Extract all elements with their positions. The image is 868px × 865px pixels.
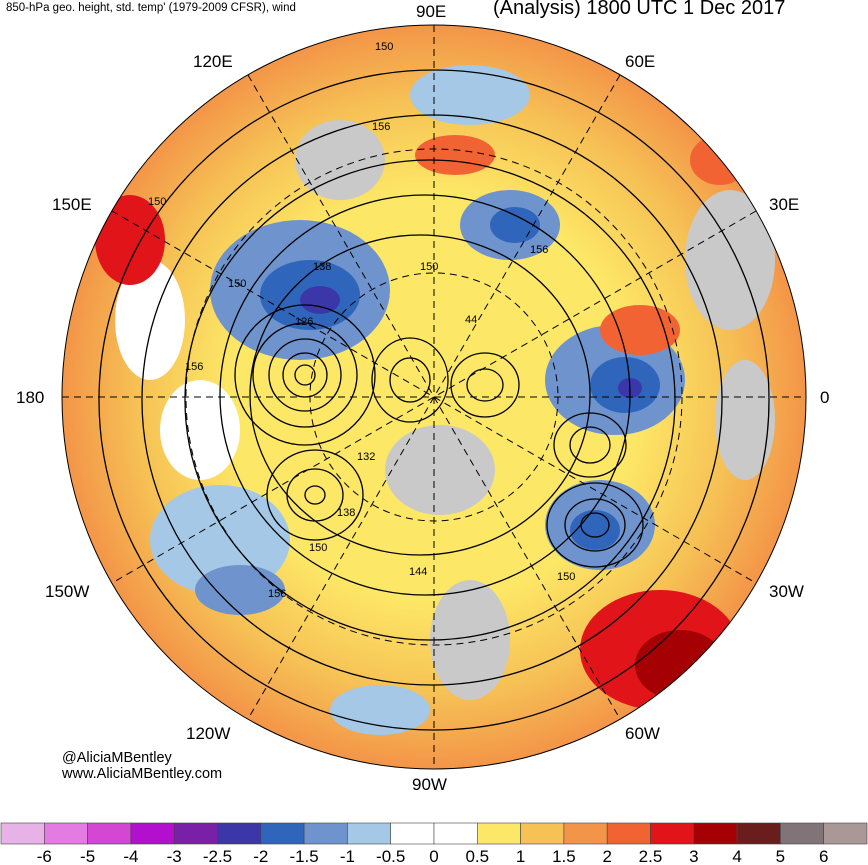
colorbar-tick-label: -5 [80, 847, 95, 865]
contour-value-label: 150 [420, 261, 438, 273]
colorbar-tick-label: -1.5 [289, 847, 318, 865]
colorbar-tick-label: 1.5 [552, 847, 576, 865]
contour-value-label: 44 [465, 314, 477, 326]
colorbar-swatch [43, 822, 88, 845]
colorbar-swatch [736, 822, 781, 845]
colorbar-tick-label: 0.5 [465, 847, 489, 865]
contour-value-label: 132 [357, 451, 375, 463]
contour-value-label: 138 [313, 261, 331, 273]
lon-label-90e: 90E [416, 2, 447, 21]
colorbar: -6 -5 -4 -3 -2.5 -2 -1.5 -1 -0.5 0 0.5 1 1.5 2 2.5 3 4 5 6 [0, 822, 868, 865]
colorbar-tick-label: -1 [340, 847, 355, 865]
colorbar-tick-label: 0 [429, 847, 438, 865]
height-contours [98, 69, 770, 731]
colorbar-swatch [563, 822, 608, 845]
colorbar-tick-label: 2.5 [639, 847, 663, 865]
contour-labels: 150 150 150 150 156 138 126 156 44 132 138 150 144 15… [148, 41, 575, 600]
contour-value-label: 156 [530, 244, 548, 256]
author-website: www.AliciaMBentley.com [62, 766, 223, 782]
colorbar-tick-label: 2 [602, 847, 611, 865]
contour-value-label: 150 [309, 542, 327, 554]
colorbar-swatch [390, 822, 435, 845]
contour-value-label: 150 [375, 41, 393, 53]
colorbar-swatch [217, 822, 262, 845]
contour-value-label: 150 [148, 196, 166, 208]
colorbar-tick-label: -2.5 [203, 847, 232, 865]
colorbar-tick-label: 3 [689, 847, 698, 865]
colorbar-swatch [606, 822, 651, 845]
lon-label-60w: 60W [625, 724, 660, 743]
colorbar-tick-label: -6 [37, 847, 52, 865]
colorbar-tick-label: 6 [819, 847, 828, 865]
lon-label-60e: 60E [625, 52, 656, 71]
colorbar-swatches [0, 822, 868, 845]
colorbar-swatch [87, 822, 132, 845]
colorbar-tick-label: -2 [253, 847, 268, 865]
colorbar-swatch [650, 822, 695, 845]
lon-label-0: 0 [820, 388, 830, 407]
contour-value-label: 138 [337, 507, 355, 519]
colorbar-tick-label: -4 [123, 847, 138, 865]
colorbar-swatch [476, 822, 521, 845]
colorbar-swatch [780, 822, 825, 845]
colorbar-swatch [823, 822, 868, 845]
map-boundary [61, 24, 807, 770]
colorbar-tick-label: 5 [776, 847, 785, 865]
lon-label-120w: 120W [186, 724, 231, 743]
lon-label-30e: 30E [769, 195, 800, 214]
colorbar-swatch [0, 822, 45, 845]
colorbar-swatch [433, 822, 478, 845]
graticule [62, 25, 806, 769]
colorbar-swatch [303, 822, 348, 845]
colorbar-tick-label: 1 [516, 847, 525, 865]
colorbar-labels: -6 -5 -4 -3 -2.5 -2 -1.5 -1 -0.5 0 0.5 1 1.5 2 2.5 3 4 5 6 [37, 847, 829, 865]
valid-time-title: (Analysis) 1800 UTC 1 Dec 2017 [493, 0, 786, 19]
lon-label-90w: 90W [412, 775, 447, 794]
colorbar-swatch [260, 822, 305, 845]
map-title: 850-hPa geo. height, std. temp' (1979-20… [6, 2, 296, 14]
lon-label-180: 180 [16, 388, 45, 407]
polar-stereographic-map: 150 150 150 150 156 138 126 156 44 132 138 150 144 15… [61, 24, 807, 770]
colorbar-swatch [347, 822, 391, 845]
colorbar-tick-label: -3 [167, 847, 182, 865]
lon-label-120e: 120E [193, 52, 233, 71]
colorbar-swatch [520, 822, 565, 845]
contour-value-label: 156 [372, 121, 390, 133]
colorbar-tick-label: 4 [732, 847, 741, 865]
colorbar-tick-label: -0.5 [376, 847, 405, 865]
contour-value-label: 156 [185, 361, 203, 373]
contour-value-label: 156 [268, 588, 286, 600]
contour-value-label: 150 [557, 571, 575, 583]
lon-label-150w: 150W [45, 582, 90, 601]
contour-value-label: 150 [228, 278, 246, 290]
lon-label-30w: 30W [769, 582, 804, 601]
contour-value-label: 144 [409, 566, 427, 578]
colorbar-swatch [130, 822, 175, 845]
greenland-mask [385, 425, 495, 515]
colorbar-swatch [173, 822, 218, 845]
lon-label-150e: 150E [52, 195, 92, 214]
contour-value-label: 126 [295, 316, 313, 328]
author-handle: @AliciaMBentley [62, 750, 172, 766]
colorbar-swatch [693, 822, 738, 845]
